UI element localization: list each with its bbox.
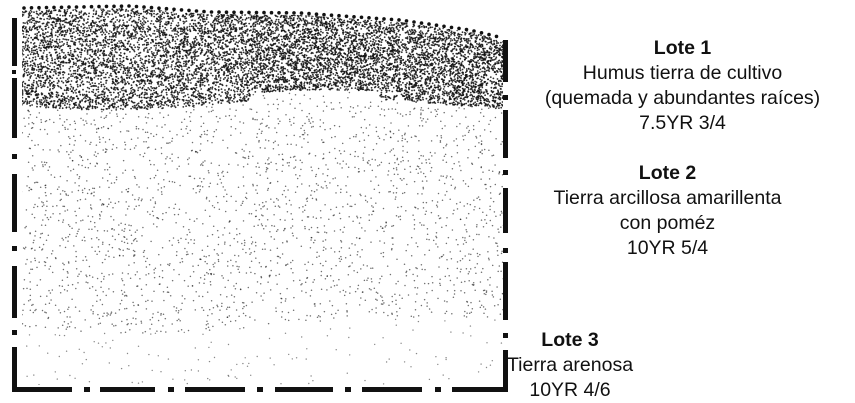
lote-3-stipple bbox=[26, 318, 503, 385]
soil-texture bbox=[22, 8, 503, 385]
layer-label-lote-1: Lote 1 Humus tierra de cultivo (quemada … bbox=[510, 36, 855, 136]
munsell-color-code: 10YR 5/4 bbox=[626, 237, 709, 259]
layer-description: Humus tierra de cultivo bbox=[582, 62, 783, 84]
layer-description: Tierra arenosa bbox=[506, 354, 634, 376]
layer-label-lote-2: Lote 2 Tierra arcillosa amarillenta con … bbox=[505, 161, 830, 261]
layer-description: con poméz bbox=[619, 212, 716, 234]
lote-1-stipple bbox=[22, 8, 503, 111]
ground-surface-line bbox=[22, 4, 499, 39]
munsell-color-code: 7.5YR 3/4 bbox=[639, 112, 726, 134]
layer-title: Lote 2 bbox=[638, 162, 697, 184]
layer-title: Lote 3 bbox=[541, 329, 599, 351]
layer-label-lote-3: Lote 3 Tierra arenosa 10YR 4/6 bbox=[505, 328, 635, 403]
lote-2-stipple bbox=[22, 89, 503, 334]
layer-title: Lote 1 bbox=[653, 37, 712, 59]
layer-description: (quemada y abundantes raíces) bbox=[544, 87, 821, 109]
excavation-outline bbox=[12, 18, 508, 392]
layer-description: Tierra arcillosa amarillenta bbox=[553, 187, 782, 209]
munsell-color-code: 10YR 4/6 bbox=[529, 379, 611, 401]
